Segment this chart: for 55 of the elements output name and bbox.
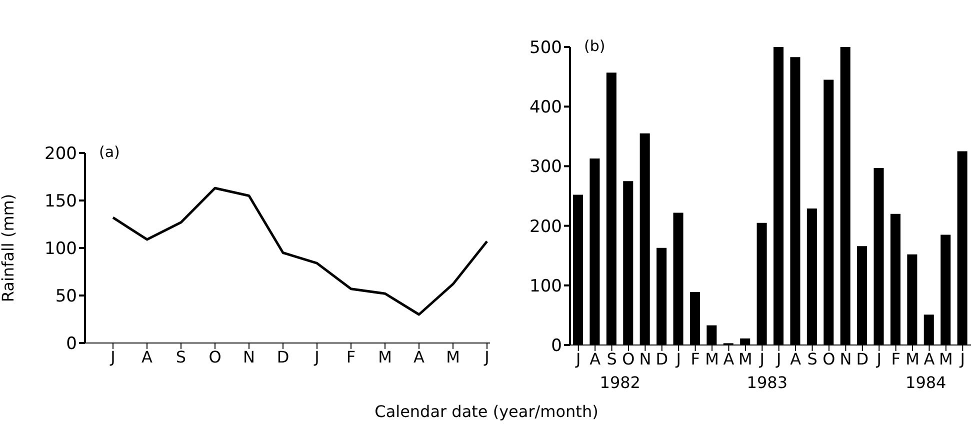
- x-tick-label: J: [110, 347, 116, 366]
- x-tick-label: O: [622, 349, 635, 368]
- x-tick-label: J: [574, 349, 581, 368]
- y-axis-title: Rainfall (mm): [0, 194, 18, 302]
- text: 1984: [904, 373, 948, 392]
- x-tick-label: J: [775, 349, 782, 368]
- x-tick-label: D: [656, 349, 668, 368]
- x-tick-label: D: [856, 349, 869, 368]
- x-tick-label: J: [675, 349, 681, 368]
- x-tick-label: J: [314, 347, 320, 366]
- y-tick-label: 100: [44, 239, 77, 260]
- x-tick-label: N: [639, 349, 652, 368]
- x-tick-label: N: [243, 347, 255, 366]
- y-tick-label: 200: [44, 144, 77, 164]
- x-tick-label: A: [723, 349, 734, 368]
- x-tick-label: A: [924, 349, 935, 368]
- y-tick-label: 200: [530, 216, 562, 237]
- x-tick-label: A: [414, 347, 425, 366]
- text: 1982: [598, 373, 642, 392]
- x-tick-label: S: [606, 349, 617, 368]
- x-tick-label: M: [906, 349, 920, 368]
- x-tick-label: F: [690, 349, 700, 368]
- y-tick-label: 150: [44, 192, 77, 212]
- x-tick-label: M: [378, 347, 392, 366]
- x-tick-label: J: [758, 349, 765, 368]
- x-tick-label: D: [276, 347, 290, 366]
- x-tick-label: O: [208, 347, 222, 366]
- x-tick-label: F: [891, 349, 900, 368]
- x-tick-label: M: [705, 349, 719, 368]
- text: 1983: [746, 373, 789, 392]
- x-axis-title: Calendar date (year/month): [374, 402, 600, 421]
- y-tick-label: 500: [530, 38, 562, 58]
- x-tick-label: M: [446, 347, 460, 366]
- y-tick-label: 400: [530, 98, 562, 118]
- x-tick-label: A: [790, 349, 802, 368]
- y-tick-label: 0: [551, 336, 562, 356]
- x-tick-label: N: [840, 349, 852, 368]
- x-tick-label: M: [939, 349, 953, 368]
- x-tick-label: S: [807, 349, 818, 368]
- x-tick-label: F: [346, 347, 356, 366]
- y-tick-label: 0: [66, 334, 77, 354]
- y-tick-label: 300: [530, 157, 562, 178]
- x-tick-label: A: [590, 349, 601, 368]
- x-tick-label: A: [142, 347, 153, 366]
- x-tick-label: S: [176, 347, 186, 366]
- y-tick-label: 100: [530, 276, 562, 296]
- chart-title: (b): [584, 37, 606, 55]
- x-tick-label: M: [738, 349, 752, 368]
- chart-title: (a): [99, 143, 120, 161]
- x-tick-label: J: [959, 349, 966, 368]
- y-tick-label: 50: [55, 286, 77, 307]
- x-tick-label: O: [822, 349, 836, 368]
- x-tick-label: J: [484, 347, 490, 366]
- line-series: [112, 186, 488, 316]
- x-tick-label: J: [876, 349, 882, 368]
